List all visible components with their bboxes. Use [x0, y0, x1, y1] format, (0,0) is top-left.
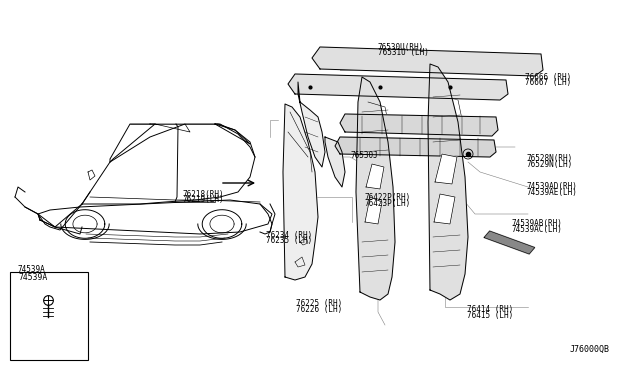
Polygon shape: [298, 82, 325, 167]
Text: 76422P(RH): 76422P(RH): [365, 193, 411, 202]
Polygon shape: [283, 104, 318, 280]
Text: 76667 (LH): 76667 (LH): [525, 78, 571, 87]
Polygon shape: [288, 74, 508, 100]
Polygon shape: [365, 197, 382, 224]
Polygon shape: [356, 77, 395, 300]
Bar: [370, 59, 390, 70]
Text: 76528N(RH): 76528N(RH): [526, 154, 572, 163]
Text: 76414 (RH): 76414 (RH): [467, 305, 513, 314]
Bar: [372, 82, 390, 94]
Bar: [480, 82, 498, 94]
Text: 76423P(LH): 76423P(LH): [365, 199, 411, 208]
Text: 76234 (RH): 76234 (RH): [266, 231, 312, 240]
Text: 76415 (LH): 76415 (LH): [467, 311, 513, 320]
Polygon shape: [340, 114, 498, 136]
Polygon shape: [434, 194, 455, 224]
Bar: [400, 82, 418, 94]
Text: 74539AC(LH): 74539AC(LH): [512, 225, 563, 234]
Polygon shape: [428, 64, 468, 300]
Text: 76531U (LH): 76531U (LH): [378, 48, 428, 57]
Polygon shape: [325, 137, 345, 187]
Text: 74539A: 74539A: [18, 265, 45, 274]
Text: 76530U(RH): 76530U(RH): [378, 43, 424, 52]
Text: 76666 (RH): 76666 (RH): [525, 73, 571, 81]
Bar: [318, 82, 336, 94]
Polygon shape: [335, 137, 496, 157]
Text: 76530J: 76530J: [351, 151, 378, 160]
Text: 74539AD(RH): 74539AD(RH): [526, 182, 577, 191]
Text: 76218(RH): 76218(RH): [182, 190, 224, 199]
Bar: [455, 82, 473, 94]
Bar: [340, 59, 360, 70]
Polygon shape: [312, 47, 543, 76]
Text: J76000QB: J76000QB: [570, 345, 610, 354]
Text: 74539AE(LH): 74539AE(LH): [526, 188, 577, 197]
Text: 76235 (LH): 76235 (LH): [266, 236, 312, 245]
Bar: [345, 82, 363, 94]
Text: 76219(LH): 76219(LH): [182, 195, 224, 204]
Polygon shape: [366, 164, 384, 189]
Bar: [430, 59, 450, 70]
Bar: [400, 59, 420, 70]
Bar: [10, 272, 88, 360]
Text: 76225 (RH): 76225 (RH): [296, 299, 342, 308]
Text: 76529N(LH): 76529N(LH): [526, 160, 572, 169]
Bar: [490, 59, 510, 70]
Polygon shape: [484, 231, 535, 254]
Bar: [460, 59, 480, 70]
Bar: [428, 82, 446, 94]
Text: 74539A: 74539A: [18, 273, 47, 282]
Bar: [515, 59, 535, 70]
Text: 76226 (LH): 76226 (LH): [296, 305, 342, 314]
Polygon shape: [435, 154, 457, 184]
Text: 74539AB(RH): 74539AB(RH): [512, 219, 563, 228]
